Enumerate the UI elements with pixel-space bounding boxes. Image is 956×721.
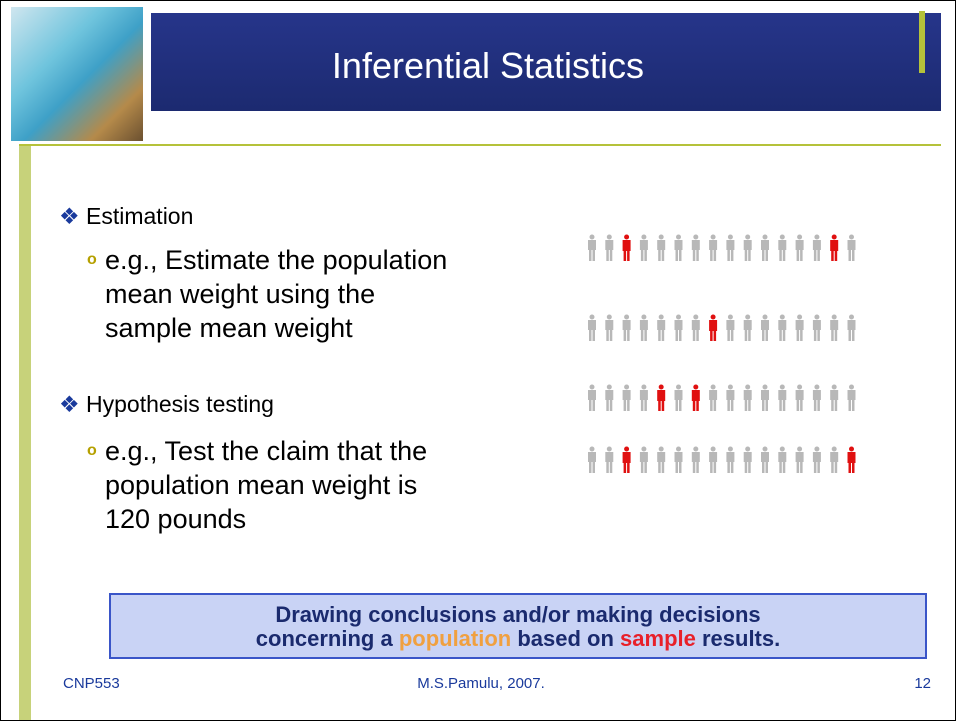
person-icon <box>657 235 665 262</box>
person-icon <box>640 235 648 262</box>
person-icon <box>761 447 769 474</box>
person-icon <box>848 235 856 262</box>
person-icon <box>726 385 734 412</box>
person-icon <box>692 447 700 474</box>
person-icon <box>709 447 717 474</box>
person-icon <box>726 235 734 262</box>
person-icon <box>813 447 821 474</box>
person-icon <box>588 447 596 474</box>
person-icon <box>830 385 838 412</box>
person-icon <box>657 447 665 474</box>
person-icon <box>796 385 804 412</box>
person-icon <box>709 385 717 412</box>
callout-text: based on <box>511 626 620 651</box>
sub-line: sample mean weight <box>105 311 447 345</box>
person-icon <box>744 315 752 342</box>
person-icon <box>761 385 769 412</box>
sub-marker: o <box>87 434 97 468</box>
footer-left: CNP553 <box>63 675 120 692</box>
person-icon <box>675 447 683 474</box>
bullet-marker: ❖ <box>59 391 80 417</box>
header-rule <box>19 144 941 146</box>
person-icon <box>692 385 700 412</box>
person-icon <box>675 385 683 412</box>
person-icon <box>830 447 838 474</box>
person-icon <box>692 235 700 262</box>
sub-line: mean weight using the <box>105 277 447 311</box>
person-icon <box>761 235 769 262</box>
header-image <box>11 7 143 141</box>
callout-line: Drawing conclusions and/or making decisi… <box>111 603 925 627</box>
person-icon <box>623 315 631 342</box>
bullet: ❖ Estimation <box>59 203 193 230</box>
person-icon <box>813 315 821 342</box>
person-icon <box>657 385 665 412</box>
person-icon <box>848 315 856 342</box>
person-icon <box>588 315 596 342</box>
callout-text: concerning a <box>256 626 399 651</box>
person-icon <box>830 315 838 342</box>
sub-line: e.g., Estimate the population <box>105 243 447 277</box>
person-icon <box>588 235 596 262</box>
person-icon <box>744 447 752 474</box>
person-icon <box>640 315 648 342</box>
sub-bullet: o e.g., Test the claim that the populati… <box>105 434 427 536</box>
person-icon <box>796 235 804 262</box>
person-icon <box>640 385 648 412</box>
person-icon <box>640 447 648 474</box>
sub-bullet: o e.g., Estimate the population mean wei… <box>105 243 447 345</box>
callout-highlight: population <box>399 626 511 651</box>
population-figure <box>586 231 876 481</box>
bullet-text: Estimation <box>86 203 193 229</box>
person-icon <box>692 315 700 342</box>
person-icon <box>675 315 683 342</box>
callout-text: results. <box>696 626 780 651</box>
person-icon <box>623 385 631 412</box>
person-icon <box>848 447 856 474</box>
callout-box: Drawing conclusions and/or making decisi… <box>109 593 927 659</box>
person-icon <box>623 235 631 262</box>
person-icon <box>588 385 596 412</box>
person-icon <box>709 315 717 342</box>
sub-marker: o <box>87 243 97 277</box>
person-icon <box>726 315 734 342</box>
person-icon <box>796 447 804 474</box>
person-icon <box>778 315 786 342</box>
slide: Inferential Statistics ❖ Estimation o e.… <box>0 0 956 721</box>
bullet-text: Hypothesis testing <box>86 391 274 417</box>
person-icon <box>778 447 786 474</box>
person-icon <box>675 235 683 262</box>
person-icon <box>605 315 613 342</box>
person-icon <box>813 385 821 412</box>
left-bar <box>19 146 31 720</box>
sub-line: population mean weight is <box>105 468 427 502</box>
callout-line: concerning a population based on sample … <box>111 627 925 651</box>
person-icon <box>726 447 734 474</box>
person-icon <box>744 385 752 412</box>
footer-right: 12 <box>881 675 931 692</box>
person-icon <box>761 315 769 342</box>
bullet-marker: ❖ <box>59 203 80 229</box>
person-icon <box>605 447 613 474</box>
sub-line: e.g., Test the claim that the <box>105 434 427 468</box>
person-icon <box>830 235 838 262</box>
person-icon <box>848 385 856 412</box>
person-icon <box>605 385 613 412</box>
header-accent <box>919 11 925 73</box>
bullet: ❖ Hypothesis testing <box>59 391 274 418</box>
person-icon <box>657 315 665 342</box>
person-icon <box>605 235 613 262</box>
slide-title: Inferential Statistics <box>151 45 825 87</box>
person-icon <box>813 235 821 262</box>
person-icon <box>796 315 804 342</box>
person-icon <box>623 447 631 474</box>
callout-highlight: sample <box>620 626 696 651</box>
footer-center: M.S.Pamulu, 2007. <box>381 675 581 692</box>
sub-line: 120 pounds <box>105 502 427 536</box>
person-icon <box>744 235 752 262</box>
person-icon <box>778 235 786 262</box>
person-icon <box>778 385 786 412</box>
person-icon <box>709 235 717 262</box>
